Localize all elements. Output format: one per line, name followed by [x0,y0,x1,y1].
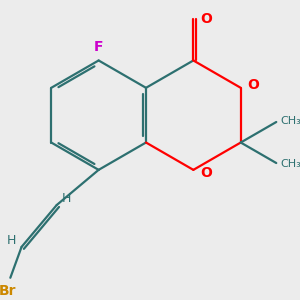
Text: O: O [200,166,212,180]
Text: F: F [94,40,104,54]
Text: H: H [7,234,16,247]
Text: CH₃: CH₃ [280,159,300,169]
Text: O: O [247,78,259,92]
Text: H: H [62,192,71,205]
Text: O: O [200,12,212,26]
Text: Br: Br [0,284,16,298]
Text: CH₃: CH₃ [280,116,300,126]
